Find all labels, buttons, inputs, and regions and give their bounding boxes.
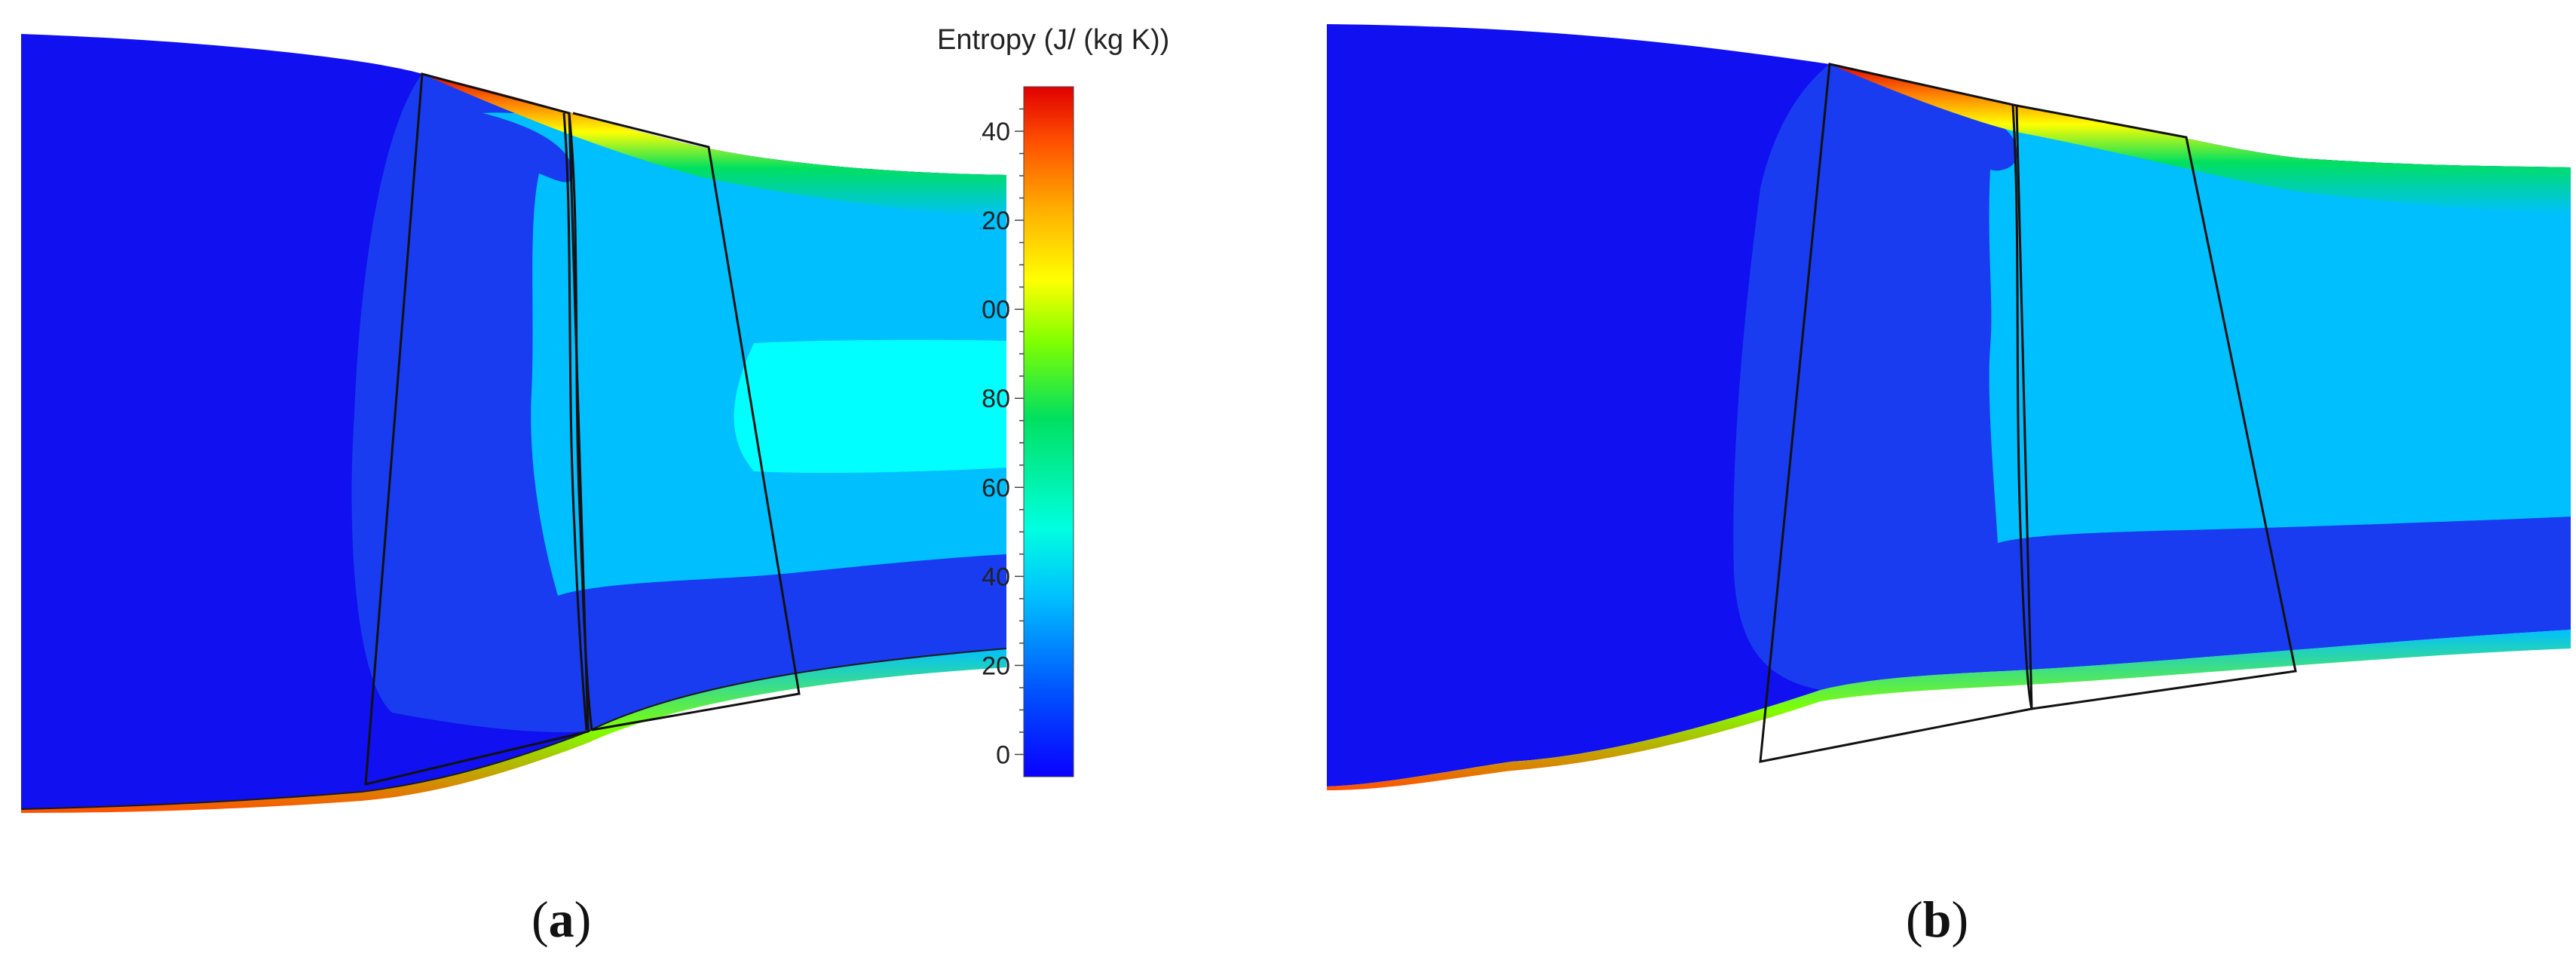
colorbar-tick-label: 120 [980, 207, 1010, 235]
rotor-blade-outline [2016, 104, 2297, 710]
colorbar-title: Entropy (J/ (kg K)) [937, 24, 1170, 56]
rotor-leading-edge [2011, 105, 2033, 710]
colorbar-tick-label: 40 [982, 563, 1010, 591]
contour-panel-a [20, 34, 1007, 813]
hub-outline [20, 648, 1007, 810]
caption-b: (b) [1906, 891, 1969, 948]
contour-panel-b [1327, 24, 2571, 790]
colorbar-tick-label: 60 [982, 474, 1010, 502]
colorbar-tick-label: 0 [996, 740, 1010, 769]
shroud-boundary-layer [1830, 64, 2571, 215]
colorbar-gradient [1023, 86, 1074, 777]
colorbar-tick-label: 20 [982, 652, 1010, 680]
caption-a: (a) [531, 891, 592, 948]
colorbar-ticks: 0 20 40 60 80 100 120 140 [980, 108, 1024, 769]
hub-boundary-layer [1327, 630, 2571, 790]
light-passage-region [482, 112, 1006, 596]
light-passage-region [1964, 105, 2571, 543]
shroud-boundary-layer [422, 74, 1006, 219]
hub-boundary-layer [21, 649, 1006, 813]
colorbar-tick-label: 80 [982, 385, 1010, 413]
stator-blade-outline [364, 72, 590, 786]
colorbar-tick-label: 140 [980, 118, 1010, 146]
entropy-colorbar: 0 20 40 60 80 100 120 140 [980, 86, 1074, 777]
colorbar-tick-label: 100 [980, 296, 1010, 324]
rotor-blade-outline [568, 112, 801, 731]
wake-region [734, 339, 1006, 474]
rotor-leading-edge [562, 112, 588, 731]
